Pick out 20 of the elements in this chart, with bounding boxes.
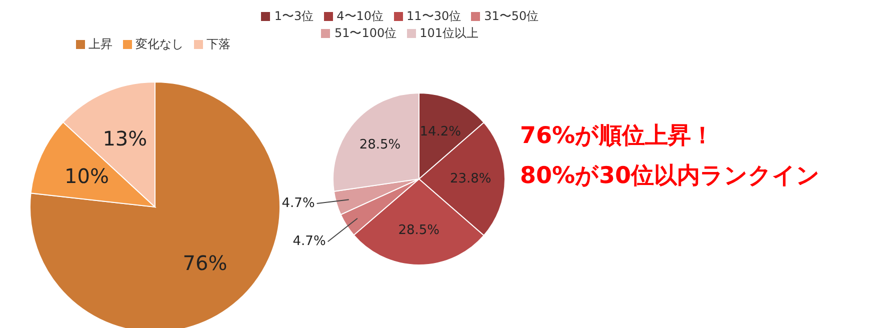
data-label: 28.5% [359,138,401,153]
legend-label: 1〜3位 [274,9,314,23]
text: 80%が30位以内ランクイン [520,162,820,191]
data-label: 14.2% [420,124,462,140]
data-label: 4.7% [282,196,315,212]
data-label: 10% [64,164,110,188]
legend-label: 上昇 [88,37,112,51]
legend-label: 11〜30位 [406,9,462,23]
data-label: 23.8% [450,172,492,186]
legend-label: 101位以上 [420,26,479,40]
legend-label: 31〜50位 [484,9,539,23]
legend-label: 51〜100位 [334,26,397,40]
text: 76%が順位上昇！ [520,122,716,151]
legend-label: 下落 [206,37,230,51]
data-label: 28.5% [398,223,440,238]
data-label: 13% [102,126,148,150]
legend-label: 変化なし [136,37,184,51]
data-label: 4.7% [292,234,326,250]
data-label: 76% [182,250,228,275]
legend-label: 4〜10位 [336,9,384,23]
